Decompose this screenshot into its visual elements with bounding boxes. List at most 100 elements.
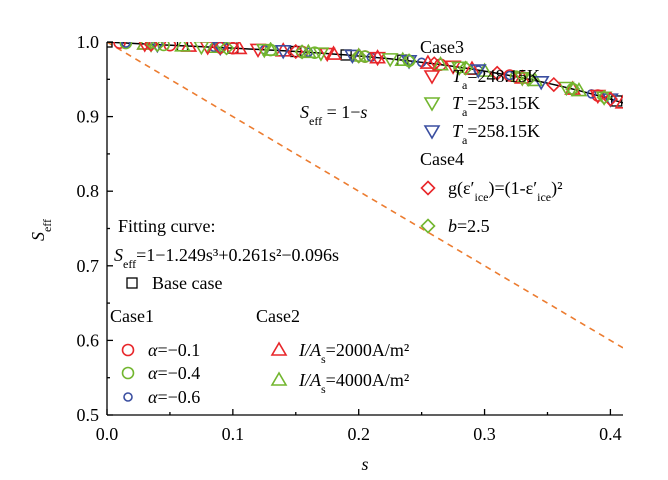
data-point-c2b xyxy=(136,42,154,50)
data-point-c3b xyxy=(193,42,210,56)
legend-label-c4b: b=2.5 xyxy=(448,216,490,236)
legend-item-c2a: I/As=2000A/m² xyxy=(270,340,409,366)
data-point-c4a xyxy=(212,42,228,56)
data-point-c3b xyxy=(595,91,613,106)
data-point-c4b xyxy=(520,71,537,87)
data-point-c2b xyxy=(299,43,317,59)
data-point-c2b xyxy=(174,42,191,52)
y-tick-label: 1.0 xyxy=(77,32,100,52)
legend-marker-c1a xyxy=(121,343,135,357)
data-point-c2a xyxy=(419,54,437,69)
data-point-c4b xyxy=(565,81,581,97)
x-tick-label: 0.3 xyxy=(473,424,496,444)
legend-marker-c3a xyxy=(423,70,441,85)
y-axis-label: Seff xyxy=(28,219,54,241)
data-point-c2a xyxy=(513,69,531,84)
data-point-c2b xyxy=(570,82,588,97)
data-point-c1b xyxy=(119,42,133,50)
data-point-c2a xyxy=(614,94,623,109)
data-point-c2a xyxy=(230,42,248,55)
data-point-c3c xyxy=(212,42,229,57)
data-point-c4a xyxy=(546,76,562,93)
data-point-c4b xyxy=(401,53,417,69)
data-point-c3c xyxy=(469,64,487,79)
legend-label-c3c: Ta=258.15K xyxy=(452,121,540,147)
data-point-c2b xyxy=(262,42,280,56)
data-point-c2b xyxy=(432,56,449,71)
data-point-c1b xyxy=(358,50,372,63)
y-tick-label: 0.8 xyxy=(77,181,100,201)
legend-item-c4a: g(ε′ice)=(1-ε′ice)² xyxy=(420,178,563,204)
annotations: Seff = 1−s Fitting curve: Seff=1−1.249s³+0… xyxy=(114,102,367,271)
legend-label-c1b: α=−0.4 xyxy=(148,363,200,383)
legend-item-c1b: α=−0.4 xyxy=(121,363,200,383)
data-point-c3b xyxy=(381,53,399,68)
legend-marker-c3b xyxy=(423,97,441,112)
series-c3c xyxy=(150,42,619,108)
data-point-c2a xyxy=(274,42,292,57)
legend-marker-c2b xyxy=(270,371,288,386)
y-tick-label: 0.6 xyxy=(77,330,100,350)
legend-title-case2: Case2 xyxy=(256,306,300,326)
data-point-c3a xyxy=(444,60,462,75)
fit-curve-title: Fitting curve: xyxy=(118,216,216,236)
data-point-c3c xyxy=(344,49,361,65)
data-point-c3b xyxy=(513,72,531,87)
y-tick-label: 0.5 xyxy=(77,405,100,425)
data-point-c2b xyxy=(350,47,368,62)
legend: Case3 Case4 Case1 Case2 Base case α=−0.1 α=−0.… xyxy=(110,37,563,407)
data-point-c2b xyxy=(205,42,223,54)
data-point-c3b xyxy=(557,81,575,97)
data-point-c2a xyxy=(463,60,481,75)
data-point-c3c xyxy=(532,75,550,91)
axes: 0.0 0.1 0.2 0.3 0.4 0.5 0.6 0.7 0.8 0.9 1.0 s Seff xyxy=(28,32,623,474)
legend-label-base: Base case xyxy=(152,273,222,293)
legend-title-case3: Case3 xyxy=(420,37,464,57)
legend-label-c1a: α=−0.1 xyxy=(148,340,200,360)
fit-curve-equation: Seff=1−1.249s³+0.261s²−0.096s xyxy=(114,245,339,271)
series-c2b xyxy=(136,42,588,97)
data-point-c4b xyxy=(218,42,235,56)
data-point-c1b xyxy=(157,42,170,52)
legend-marker-c1c xyxy=(123,392,133,402)
legend-title-case1: Case1 xyxy=(110,306,154,326)
data-point-c2b xyxy=(526,71,544,87)
legend-item-base: Base case xyxy=(126,273,222,293)
y-tick-label: 0.9 xyxy=(77,107,100,127)
data-point-c2b xyxy=(476,62,493,77)
legend-label-c2a: I/As=2000A/m² xyxy=(298,340,409,366)
data-point-c2a xyxy=(325,45,342,60)
data-point-c4a xyxy=(143,42,159,52)
data-point-c4a xyxy=(489,65,505,81)
x-tick-label: 0.2 xyxy=(347,424,370,444)
data-point-c4a xyxy=(288,43,304,60)
legend-label-c1c: α=−0.6 xyxy=(148,387,200,407)
reference-line xyxy=(107,42,623,349)
legend-item-c4b: b=2.5 xyxy=(420,216,490,236)
data-point-c2b xyxy=(394,51,412,66)
data-point-c4b xyxy=(458,60,474,76)
data-point-c1c xyxy=(121,42,131,48)
x-tick-label: 0.0 xyxy=(96,424,119,444)
x-tick-label: 0.1 xyxy=(222,424,245,444)
legend-item-c1c: α=−0.6 xyxy=(123,387,200,407)
legend-item-c3b: Ta=253.15K xyxy=(423,93,540,119)
x-tick-label: 0.4 xyxy=(599,424,622,444)
data-point-c3c xyxy=(400,55,418,70)
data-point-c3c xyxy=(150,42,164,54)
legend-item-c3a: Ta=248.15K xyxy=(423,66,540,92)
data-point-c3b xyxy=(312,47,330,62)
data-point-c3b xyxy=(255,43,273,59)
legend-marker-c3c xyxy=(423,125,441,140)
data-point-c3b xyxy=(450,61,468,76)
data-point-c1a xyxy=(113,42,126,49)
data-point-base xyxy=(290,45,302,58)
legend-marker-c4a xyxy=(420,180,436,196)
data-point-c3a xyxy=(589,89,607,105)
legend-marker-c1b xyxy=(121,366,135,380)
x-axis-label: s xyxy=(361,454,368,474)
data-point-c4b xyxy=(149,42,165,53)
legend-marker-c4b xyxy=(420,218,436,234)
data-point-c1c xyxy=(504,70,515,81)
